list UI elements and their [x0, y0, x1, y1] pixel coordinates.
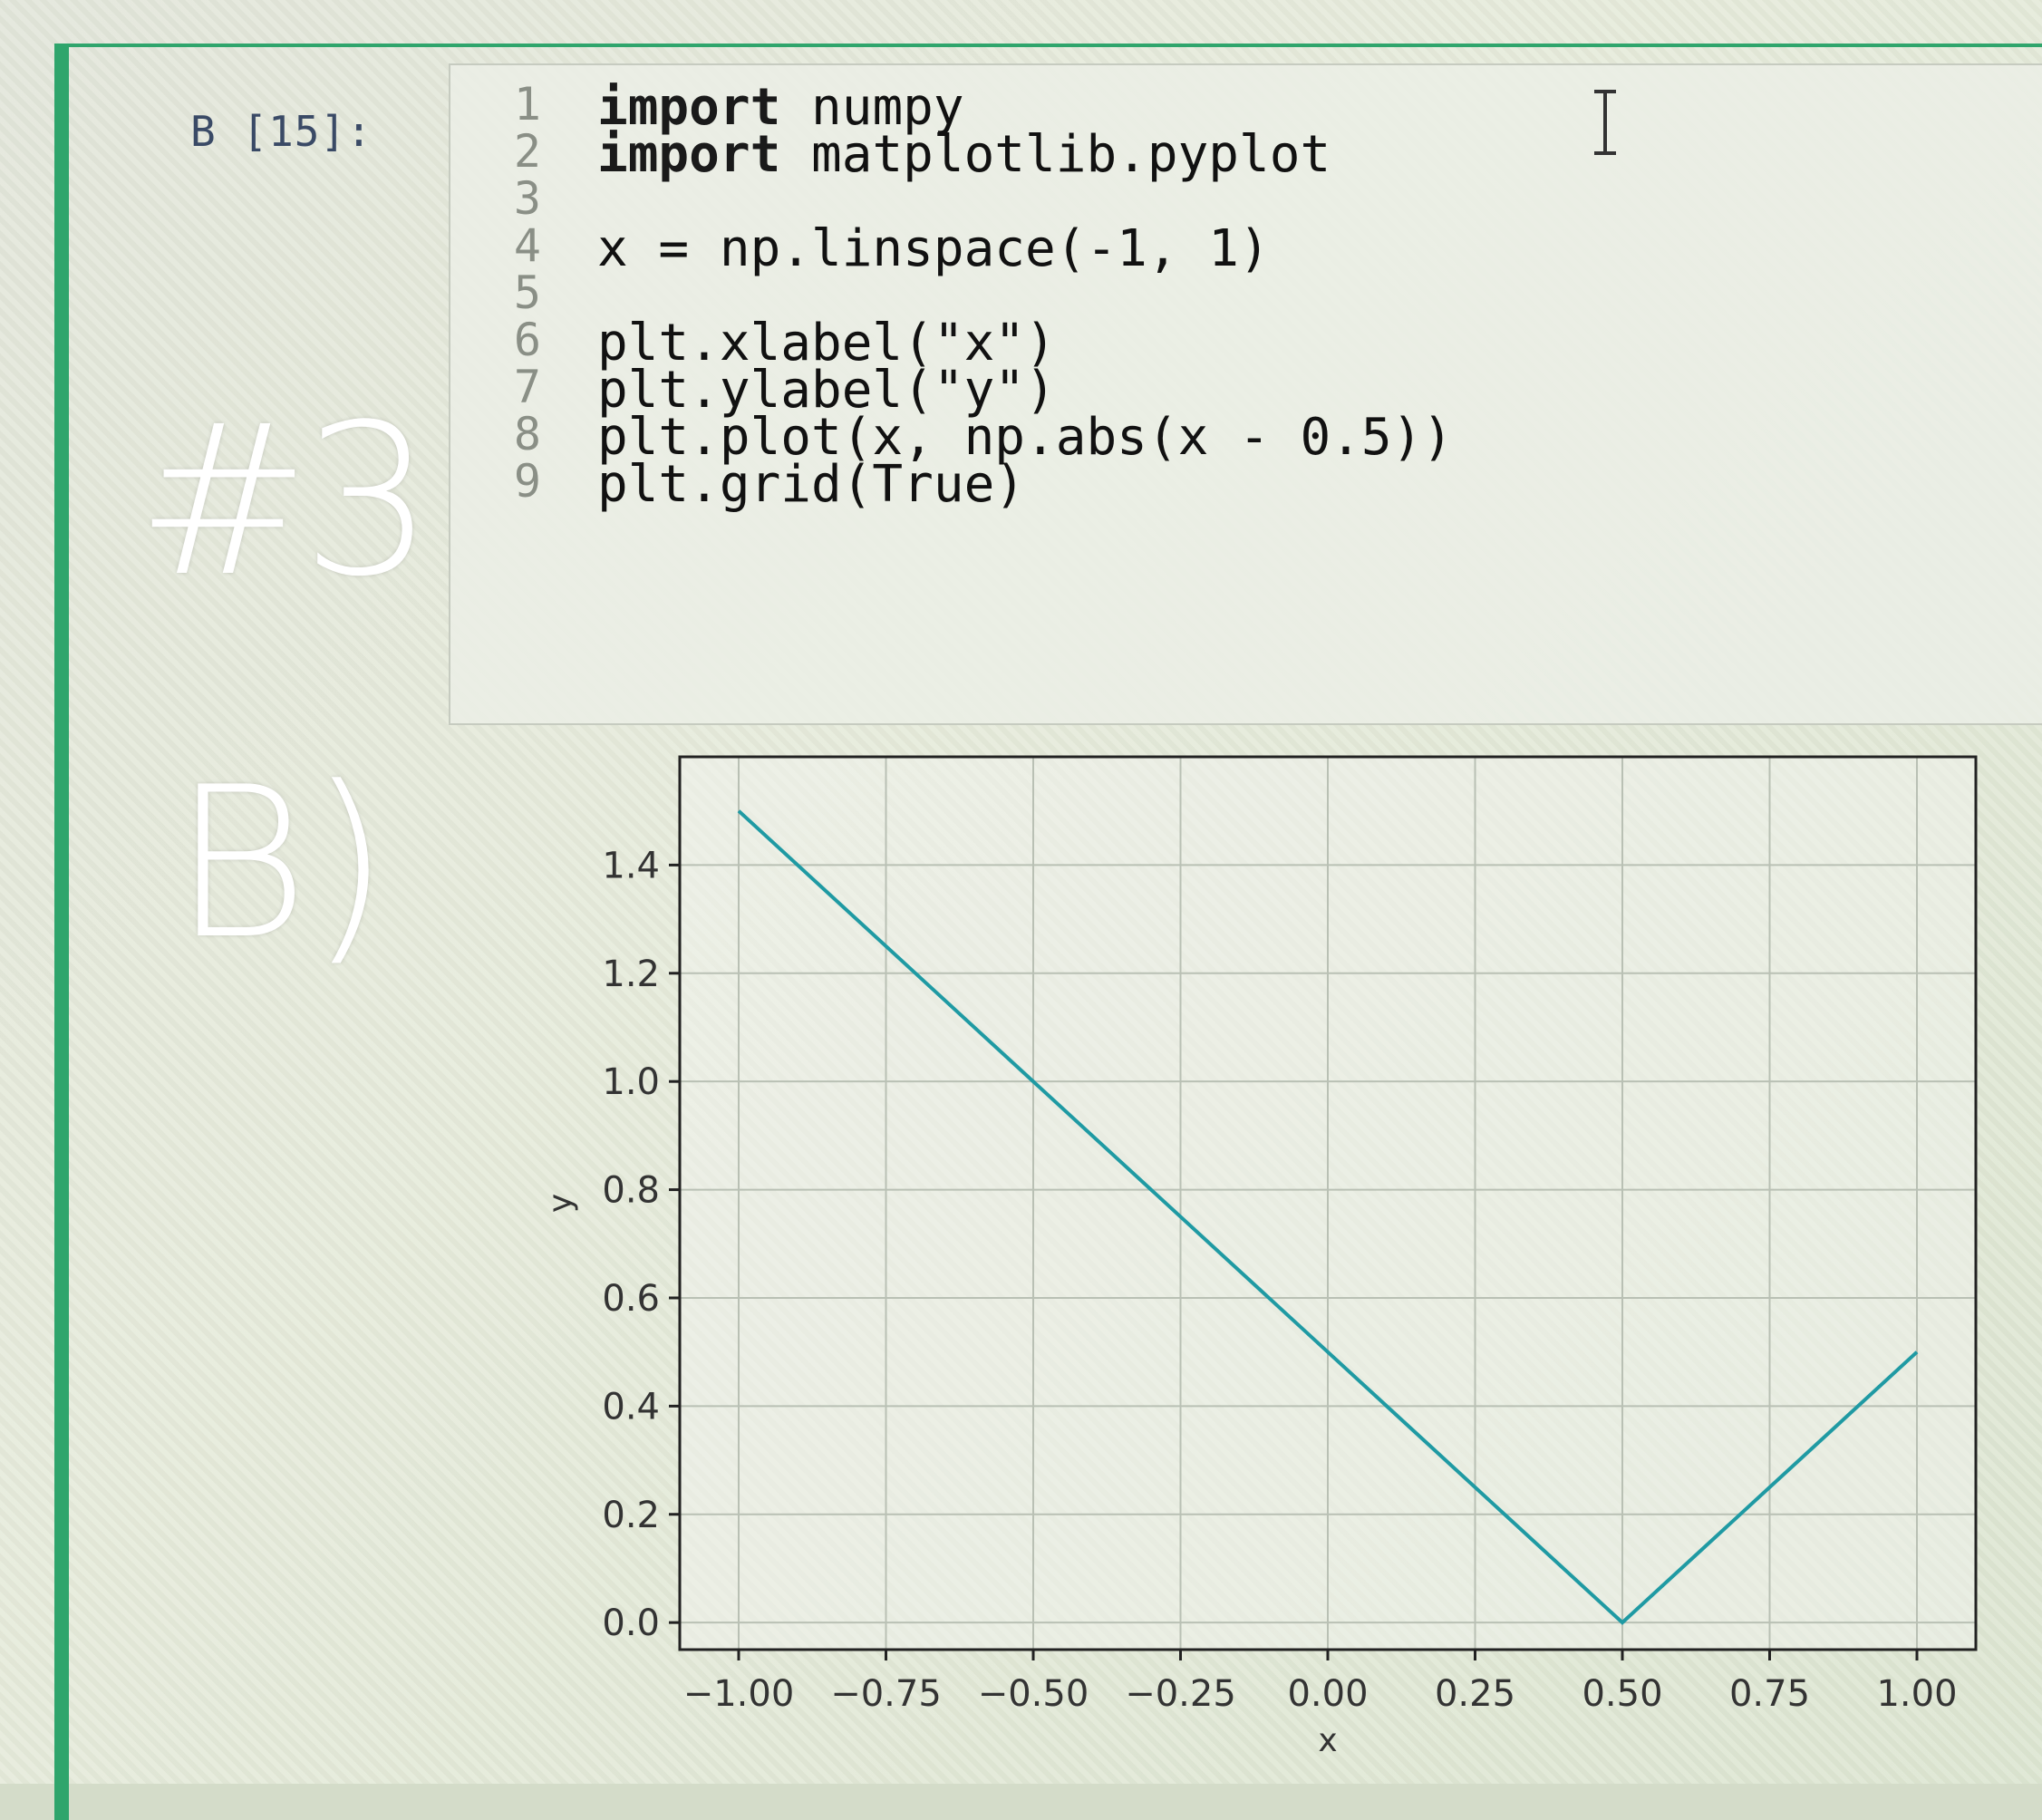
- x-tick-label: 0.00: [1287, 1673, 1368, 1715]
- code-line[interactable]: 5: [450, 266, 1991, 334]
- line-number: 7: [513, 361, 541, 413]
- y-tick-label: 0.4: [602, 1386, 660, 1428]
- x-tick-label: 0.50: [1582, 1673, 1662, 1715]
- y-tick-label: 0.8: [602, 1170, 660, 1212]
- code-rest: plt.grid(True): [597, 455, 1026, 514]
- line-number: 1: [513, 78, 541, 131]
- y-tick-label: 1.4: [602, 845, 660, 886]
- code-rest: numpy: [780, 78, 964, 137]
- line-number: 6: [513, 314, 541, 366]
- notebook-cell-border: [54, 44, 2042, 1820]
- text-cursor-icon: [1594, 90, 1616, 155]
- x-axis-label: x: [1318, 1722, 1337, 1758]
- code-line[interactable]: 8 plt.plot(x, np.abs(x - 0.5)): [450, 408, 1991, 476]
- x-tick-label: 0.75: [1729, 1673, 1810, 1715]
- y-axis-label: y: [542, 1194, 579, 1213]
- code-text: x = np.linspace(-1, 1): [597, 219, 1270, 278]
- code-keyword: import: [597, 78, 781, 137]
- line-number: 5: [513, 266, 541, 319]
- code-line[interactable]: 6 plt.xlabel("x"): [450, 314, 1991, 382]
- handwritten-number: #3: [136, 381, 434, 623]
- code-text: import numpy: [597, 78, 964, 137]
- code-line[interactable]: 7 plt.ylabel("y"): [450, 361, 1991, 429]
- code-line[interactable]: 9 plt.grid(True): [450, 455, 1991, 523]
- code-rest: plt.xlabel("x"): [597, 314, 1056, 373]
- code-keyword: import: [597, 125, 781, 184]
- line-number: 2: [513, 125, 541, 178]
- code-text: plt.plot(x, np.abs(x - 0.5)): [597, 408, 1453, 467]
- code-rest: x = np.linspace(-1, 1): [597, 219, 1270, 278]
- y-tick-label: 0.2: [602, 1495, 660, 1536]
- y-tick-label: 1.0: [602, 1061, 660, 1103]
- line-number: 8: [513, 408, 541, 460]
- series-line: [737, 809, 1919, 1625]
- code-rest: plt.ylabel("y"): [597, 361, 1056, 420]
- x-tick-label: −0.75: [830, 1673, 942, 1715]
- y-tick-label: 1.2: [602, 954, 660, 995]
- x-tick-label: 0.25: [1435, 1673, 1515, 1715]
- code-rest: plt.plot(x, np.abs(x - 0.5)): [597, 408, 1454, 467]
- y-tick-label: 0.0: [602, 1602, 660, 1644]
- code-line[interactable]: 3: [450, 172, 1991, 240]
- handwritten-letter: B): [172, 743, 391, 985]
- cell-prompt: В [15]:: [190, 107, 373, 156]
- code-text: plt.ylabel("y"): [597, 361, 1056, 420]
- line-chart: −1.00 −0.75 −0.50 −0.25 0.00 0.25 0.50 0.75 1.00…: [542, 755, 1978, 1758]
- y-tick-label: 0.6: [602, 1278, 660, 1320]
- code-line[interactable]: 2 import matplotlib.pyplot: [450, 125, 1991, 193]
- line-number: 9: [513, 455, 541, 508]
- x-tick-label: −0.25: [1125, 1673, 1236, 1715]
- x-tick-label: −0.50: [978, 1673, 1089, 1715]
- code-line[interactable]: 4 x = np.linspace(-1, 1): [450, 219, 1991, 287]
- x-tick-label: −1.00: [683, 1673, 795, 1715]
- code-text: plt.xlabel("x"): [597, 314, 1056, 373]
- code-rest: matplotlib.pyplot: [780, 125, 1331, 184]
- code-editor[interactable]: 1 import numpy 2 import matplotlib.pyplot 3 4…: [449, 63, 2042, 725]
- code-text: import matplotlib.pyplot: [597, 125, 1331, 184]
- line-number: 3: [513, 172, 541, 225]
- code-text: plt.grid(True): [597, 455, 1025, 514]
- line-number: 4: [513, 219, 541, 272]
- code-line[interactable]: 1 import numpy: [450, 78, 1991, 146]
- x-tick-label: 1.00: [1876, 1673, 1957, 1715]
